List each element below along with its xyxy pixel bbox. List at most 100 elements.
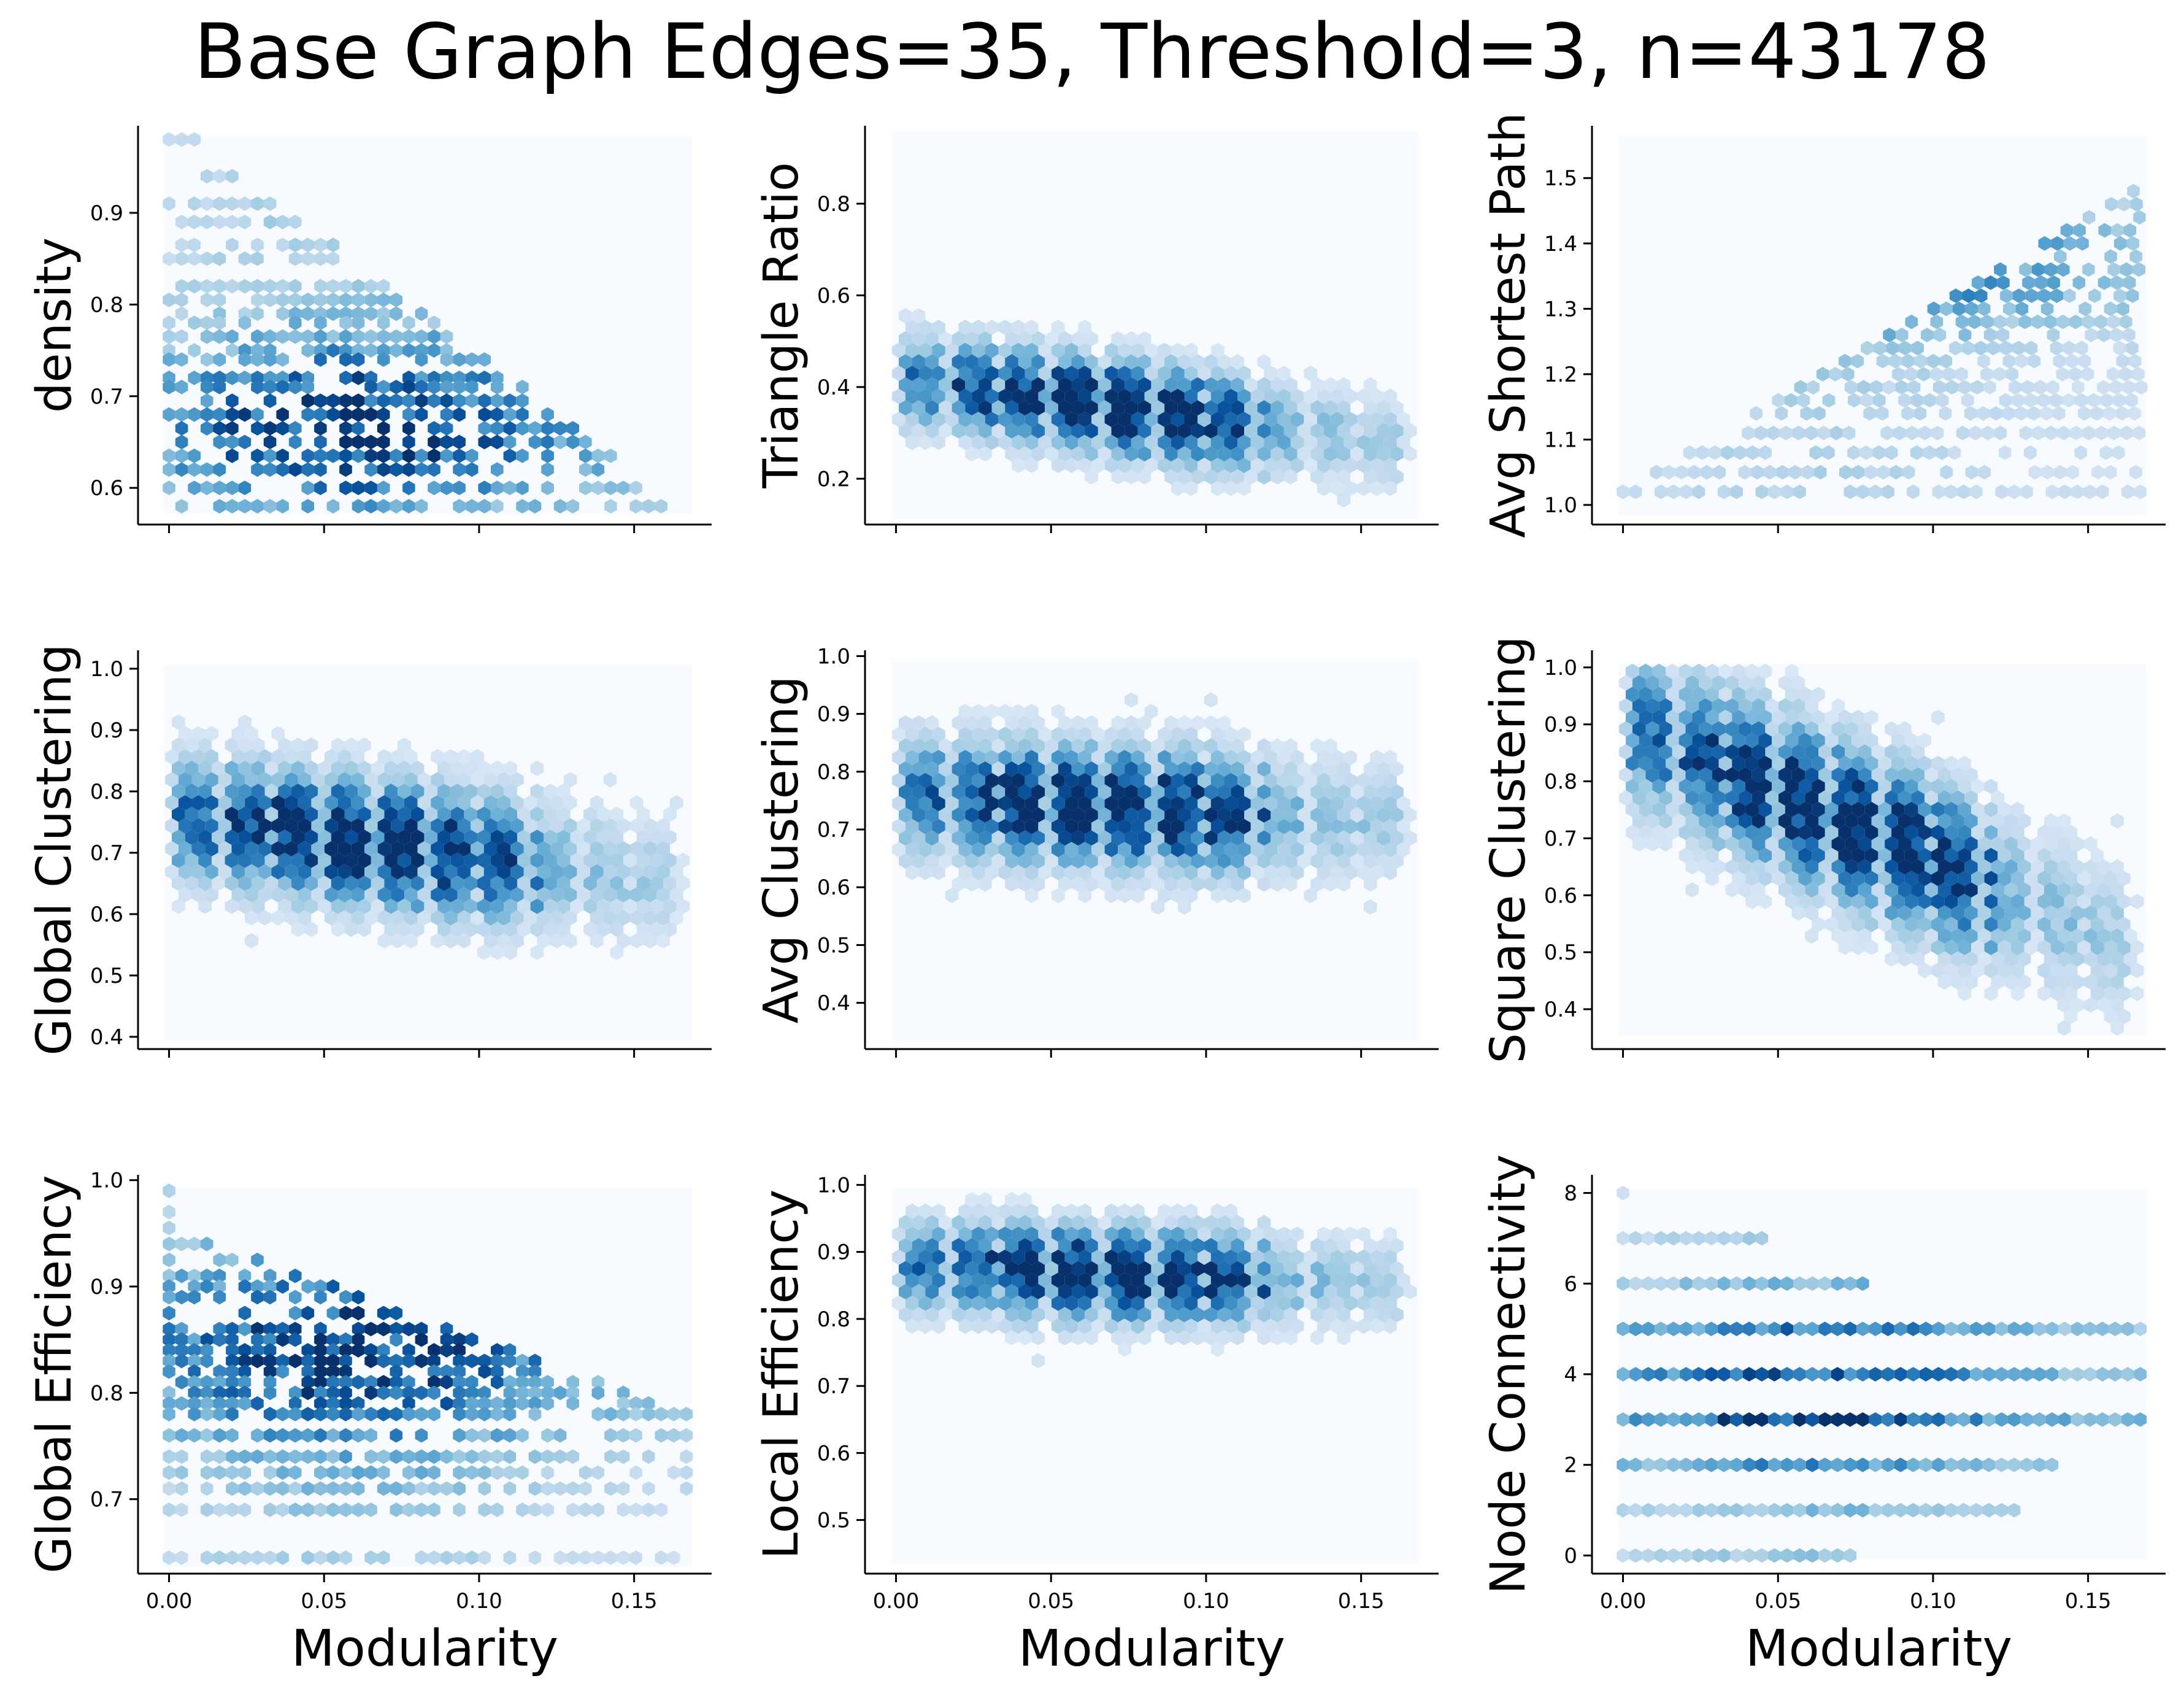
hexbin: [1755, 1276, 1769, 1291]
hexbin: [2010, 847, 2024, 863]
hexbin: [415, 1428, 428, 1443]
hexbin: [1304, 388, 1317, 404]
hexbin: [1718, 709, 1732, 725]
hexbin: [398, 760, 411, 776]
hexbin: [431, 818, 444, 834]
hexbin: [1344, 458, 1357, 474]
hexbin: [530, 944, 544, 960]
hexbin: [1745, 709, 1759, 725]
hexbin: [1237, 772, 1251, 788]
hexbin: [541, 480, 554, 496]
hexbin: [1310, 807, 1324, 823]
hexbin: [1078, 320, 1091, 336]
hexbin: [213, 293, 226, 307]
y-tick-label: 0.9: [817, 702, 850, 727]
hexbin: [1822, 445, 1835, 460]
hexbin: [912, 1307, 926, 1323]
hexbin: [314, 407, 327, 422]
hexbin: [331, 806, 345, 822]
hexbin: [623, 898, 637, 914]
hexbin: [1977, 301, 1991, 317]
hexbin: [1091, 366, 1105, 382]
hexbin: [364, 1449, 377, 1464]
hexbin: [351, 887, 364, 902]
hexbin: [932, 1318, 945, 1334]
hexbin: [415, 306, 428, 321]
hexbin: [918, 342, 932, 358]
hexbin: [1864, 871, 1878, 887]
hexbin: [471, 818, 484, 834]
hexbin: [1982, 1367, 1996, 1382]
hexbin: [1995, 1457, 2008, 1472]
hexbin: [453, 1465, 466, 1480]
hexbin: [1078, 1318, 1091, 1334]
hexbin: [1038, 772, 1052, 788]
hexbin: [985, 320, 999, 336]
hexbin: [965, 784, 979, 800]
hexbin: [1639, 733, 1653, 748]
hexbin: [1911, 744, 1925, 760]
hexbin: [1812, 917, 1825, 933]
hexbin: [1971, 847, 1985, 863]
hexbin: [1626, 779, 1639, 794]
hexbin: [1667, 1412, 1680, 1427]
hexbin: [1058, 784, 1072, 800]
hexbin: [175, 237, 188, 253]
hexbin: [553, 421, 567, 436]
hexbin: [899, 423, 912, 439]
y-tick-label: 0.6: [90, 476, 123, 501]
hexbin: [939, 1283, 952, 1299]
hexbin: [1805, 744, 1818, 760]
hexbin: [1104, 366, 1118, 382]
hexbin: [483, 795, 498, 810]
hexbin: [1264, 388, 1278, 404]
hexbin: [352, 293, 365, 307]
hexbin: [2099, 445, 2113, 460]
hexbin: [1177, 876, 1191, 892]
hexbin: [1217, 469, 1231, 485]
hexbin: [1951, 882, 1965, 898]
hexbin: [276, 1279, 289, 1294]
hexbin: [563, 864, 577, 880]
hexbin: [952, 807, 966, 823]
hexbin: [978, 830, 992, 846]
hexbin: [351, 818, 364, 834]
hexbin: [1705, 1367, 1718, 1382]
hexbin: [377, 293, 390, 307]
hexbin: [1357, 864, 1371, 880]
hexbin: [1685, 767, 1699, 783]
hexbin: [1692, 1457, 1705, 1472]
hexbin: [1982, 1321, 1996, 1336]
hexbin: [1337, 830, 1351, 846]
hexbin: [1742, 425, 1755, 440]
hexbin: [238, 1353, 252, 1369]
hexbin: [218, 864, 232, 880]
hexbin: [1858, 859, 1872, 875]
hexbin: [925, 1261, 939, 1277]
hexbin: [985, 1295, 999, 1311]
hexbin: [263, 1279, 277, 1294]
hexbin: [912, 784, 926, 800]
hexbin: [377, 1449, 390, 1464]
hexbin: [318, 898, 331, 914]
hexbin: [2063, 288, 2076, 303]
hexbin: [1290, 864, 1304, 880]
hexbin: [352, 306, 365, 321]
hexbin: [1323, 377, 1337, 393]
hexbin: [163, 1364, 175, 1379]
hexbin: [1330, 1249, 1344, 1265]
x-tick-label: 0.00: [873, 1589, 920, 1613]
hexbin: [301, 1407, 315, 1421]
hexbin: [528, 1364, 542, 1379]
hexbin: [251, 852, 265, 868]
hexbin: [2015, 301, 2029, 317]
hexbin: [1118, 1226, 1131, 1242]
hexbin: [2056, 367, 2069, 382]
hexbin: [570, 875, 584, 891]
hexbin: [428, 315, 440, 331]
hexbin: [1045, 354, 1058, 370]
hexbin: [352, 329, 365, 344]
hexbin: [643, 887, 657, 902]
hexbin: [1257, 1261, 1271, 1277]
hexbin: [1910, 445, 1923, 460]
